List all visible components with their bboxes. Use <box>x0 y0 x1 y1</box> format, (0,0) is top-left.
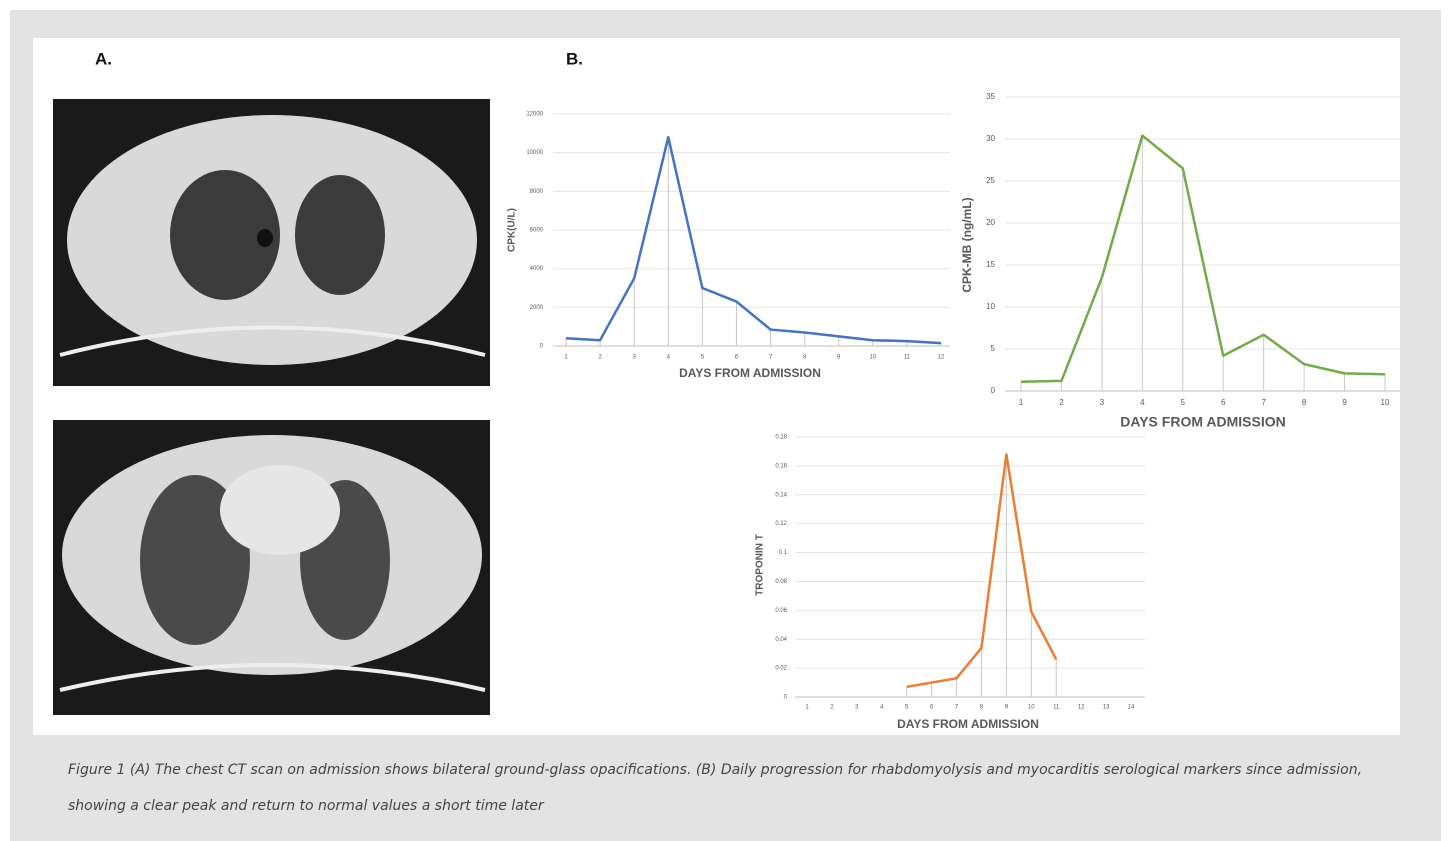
y-tick-label: 12000 <box>526 112 543 118</box>
y-tick-label: 30 <box>986 134 995 143</box>
panel-label: B. <box>566 49 583 68</box>
x-tick-label: 7 <box>1261 398 1266 407</box>
x-tick-label: 8 <box>1302 398 1307 407</box>
x-tick-label: 11 <box>904 355 911 361</box>
x-tick-label: 2 <box>1059 398 1064 407</box>
y-tick-label: 5 <box>991 344 996 353</box>
y-tick-label: 0.18 <box>775 435 787 441</box>
y-tick-label: 2000 <box>530 305 544 311</box>
y-tick-label: 0.02 <box>775 666 787 672</box>
y-tick-label: 0.08 <box>775 579 787 585</box>
x-tick-label: 6 <box>1221 398 1226 407</box>
x-tick-label: 3 <box>1100 398 1105 407</box>
x-axis-label: DAYS FROM ADMISSION <box>679 366 821 380</box>
y-tick-label: 15 <box>986 260 995 269</box>
x-tick-label: 4 <box>1140 398 1145 407</box>
y-tick-label: 4000 <box>530 266 544 272</box>
ct-image <box>53 420 490 715</box>
y-tick-label: 6000 <box>530 228 544 234</box>
y-tick-label: 0 <box>991 386 996 395</box>
y-tick-label: 35 <box>986 92 995 101</box>
x-axis-label: DAYS FROM ADMISSION <box>897 717 1039 731</box>
x-tick-label: 13 <box>1103 705 1110 711</box>
x-tick-label: 12 <box>938 355 945 361</box>
y-tick-label: 0.16 <box>775 463 787 469</box>
caption: Figure 1 (A) The chest CT scan on admiss… <box>68 752 1388 824</box>
y-tick-label: 10000 <box>526 150 543 156</box>
x-tick-label: 5 <box>1181 398 1186 407</box>
y-tick-label: 0.14 <box>775 492 787 498</box>
y-tick-label: 10 <box>986 302 995 311</box>
y-tick-label: 0.06 <box>775 608 787 614</box>
x-tick-label: 10 <box>1028 705 1035 711</box>
x-axis-label: DAYS FROM ADMISSION <box>1120 414 1285 430</box>
y-tick-label: 25 <box>986 176 995 185</box>
y-tick-label: 8000 <box>530 189 544 195</box>
y-tick-label: 0.1 <box>779 550 788 556</box>
ct-image <box>53 99 490 386</box>
y-axis-label: CPK(U/L) <box>507 208 518 252</box>
x-tick-label: 11 <box>1053 705 1060 711</box>
y-tick-label: 0.12 <box>775 521 787 527</box>
x-tick-label: 1 <box>1019 398 1024 407</box>
x-tick-label: 14 <box>1128 705 1135 711</box>
x-tick-label: 9 <box>1342 398 1347 407</box>
y-tick-label: 0.04 <box>775 637 787 643</box>
x-tick-label: 12 <box>1078 705 1085 711</box>
panel-label: A. <box>95 49 112 68</box>
x-tick-label: 10 <box>869 355 876 361</box>
page: A. B. 0200040006000800010000120001234567… <box>0 0 1451 841</box>
figure: A. B. 0200040006000800010000120001234567… <box>0 0 1451 841</box>
y-axis-label: CPK-MB (ng/mL) <box>960 197 974 292</box>
y-axis-label: TROPONIN T <box>755 534 766 596</box>
y-tick-label: 20 <box>986 218 995 227</box>
x-tick-label: 10 <box>1381 398 1390 407</box>
